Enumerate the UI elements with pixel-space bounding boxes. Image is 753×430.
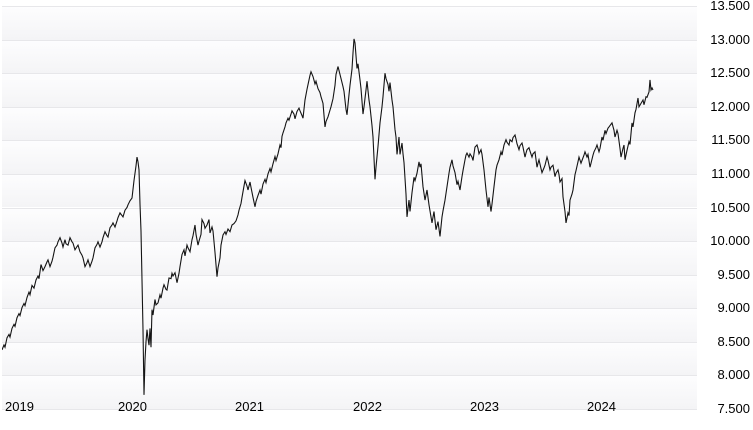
y-axis-label: 7.500 <box>717 401 750 416</box>
y-axis-label: 8.500 <box>717 333 750 349</box>
grid-band <box>2 241 697 275</box>
y-axis-label: 8.000 <box>717 367 750 383</box>
x-axis-label: 2019 <box>5 399 34 414</box>
y-axis-label: 13.000 <box>710 31 750 47</box>
grid-band <box>2 106 697 141</box>
grid-band <box>2 6 697 40</box>
y-axis-label: 9.500 <box>717 266 750 282</box>
y-axis-label: 11.000 <box>711 165 750 181</box>
y-axis-label: 12.000 <box>710 98 750 114</box>
grid-band <box>2 375 697 409</box>
plot-area[interactable] <box>2 6 697 410</box>
x-axis-label: 2023 <box>470 399 499 414</box>
grid-band <box>2 341 697 376</box>
x-axis-label: 2020 <box>118 399 147 414</box>
y-axis-label: 10.500 <box>710 199 750 215</box>
y-axis-label: 11.500 <box>711 132 750 148</box>
x-axis-label: 2022 <box>353 399 382 414</box>
y-axis-label: 12.500 <box>710 65 750 81</box>
x-axis-label: 2024 <box>587 399 616 414</box>
grid-band <box>2 173 697 208</box>
grid-band <box>2 39 697 74</box>
grid-band <box>2 207 697 242</box>
y-axis-label: 10.000 <box>710 233 750 249</box>
y-axis-label: 9.000 <box>717 300 750 316</box>
grid-band <box>2 308 697 342</box>
y-axis-label: 13.500 <box>710 0 750 13</box>
plot-bottom-border <box>2 409 697 410</box>
price-line <box>2 38 654 395</box>
x-axis-label: 2021 <box>235 399 264 414</box>
grid-band <box>2 140 697 174</box>
grid-band <box>2 274 697 309</box>
price-line-path <box>2 38 654 395</box>
